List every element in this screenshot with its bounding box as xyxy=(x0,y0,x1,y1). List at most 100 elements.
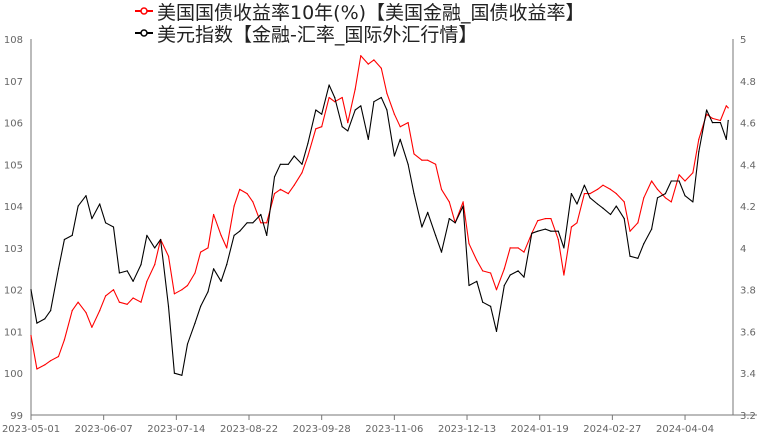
x-tick-label: 2024-02-27 xyxy=(583,424,641,435)
data-point xyxy=(146,280,148,282)
data-point xyxy=(315,128,317,130)
data-point xyxy=(719,122,722,124)
data-point xyxy=(252,201,254,203)
data-point xyxy=(266,222,268,224)
data-point xyxy=(495,330,498,332)
data-point xyxy=(490,272,492,274)
data-point xyxy=(307,155,309,157)
data-point xyxy=(99,310,101,312)
data-point xyxy=(476,280,478,282)
data-point xyxy=(615,205,617,207)
data-point xyxy=(252,222,254,224)
data-point xyxy=(643,243,645,245)
data-point xyxy=(413,153,415,155)
data-point xyxy=(413,193,415,195)
data-point xyxy=(386,92,388,94)
data-point xyxy=(112,226,115,228)
data-point xyxy=(602,184,604,186)
data-point xyxy=(454,222,456,224)
data-point xyxy=(656,188,659,190)
data-point xyxy=(609,188,612,190)
data-point xyxy=(341,126,343,128)
series-line xyxy=(30,55,729,370)
data-point xyxy=(213,213,215,216)
data-point xyxy=(140,264,142,266)
right-y-tick-label: 4.2 xyxy=(740,202,756,213)
data-point xyxy=(293,155,295,157)
data-point xyxy=(220,234,222,236)
data-point xyxy=(440,251,443,253)
data-point xyxy=(629,255,631,257)
data-point xyxy=(266,234,268,236)
data-point xyxy=(523,276,525,278)
data-point xyxy=(373,101,375,103)
data-point xyxy=(260,222,262,224)
x-tick-label: 2023-08-22 xyxy=(220,424,278,435)
data-point xyxy=(71,310,73,312)
left-y-tick-label: 105 xyxy=(4,160,23,171)
data-point xyxy=(118,301,120,303)
data-point xyxy=(36,368,38,370)
data-point xyxy=(30,289,32,291)
data-point xyxy=(226,247,228,249)
data-point xyxy=(260,213,262,216)
data-point xyxy=(623,218,625,220)
data-point xyxy=(126,303,128,305)
data-point xyxy=(706,109,708,111)
left-y-tick-label: 103 xyxy=(4,244,23,255)
legend-item-dollar-index[interactable]: 美元指数【金融-汇率_国际外汇行情】 xyxy=(135,22,655,46)
data-point xyxy=(132,280,134,282)
right-y-tick-label: 4 xyxy=(740,244,746,255)
data-point xyxy=(226,264,228,266)
data-point xyxy=(698,151,700,153)
data-point xyxy=(380,67,382,69)
data-point xyxy=(664,197,667,199)
data-point xyxy=(328,96,330,99)
data-point xyxy=(207,247,209,249)
data-point xyxy=(301,172,303,174)
data-point xyxy=(725,105,727,107)
data-point xyxy=(407,163,409,165)
data-point xyxy=(596,188,599,190)
data-point xyxy=(482,270,484,272)
data-point xyxy=(517,270,519,272)
legend-item-us-10y-yield[interactable]: 美国国债收益率10年(%)【美国金融_国债收益率】 xyxy=(135,0,655,24)
data-point xyxy=(637,257,639,259)
data-point xyxy=(44,364,46,366)
data-point xyxy=(670,201,672,203)
data-point xyxy=(698,138,700,140)
data-point xyxy=(321,126,323,128)
right-y-tick-label: 4.4 xyxy=(740,160,756,171)
data-point xyxy=(301,163,303,165)
x-tick-label: 2023-07-14 xyxy=(147,424,205,435)
x-tick-label: 2024-01-19 xyxy=(511,424,569,435)
left-y-tick-label: 99 xyxy=(10,411,23,422)
data-point xyxy=(509,247,511,249)
data-point xyxy=(629,230,631,232)
data-point xyxy=(421,159,423,161)
data-point xyxy=(576,203,578,205)
data-point xyxy=(44,318,46,320)
legend-label: 美元指数【金融-汇率_国际外汇行情】 xyxy=(157,23,478,46)
black-line-marker-icon xyxy=(135,29,153,37)
data-point xyxy=(523,251,525,253)
data-point xyxy=(711,122,714,124)
data-point xyxy=(118,272,120,274)
series-dollar-index xyxy=(30,84,729,376)
data-point xyxy=(399,126,401,128)
data-point xyxy=(173,293,175,295)
data-point xyxy=(490,305,492,307)
data-point xyxy=(194,322,196,324)
data-point xyxy=(315,109,317,111)
data-point xyxy=(435,163,437,165)
data-point xyxy=(670,180,672,182)
data-point xyxy=(287,163,289,165)
data-point xyxy=(563,247,565,249)
left-y-tick-label: 102 xyxy=(4,286,23,297)
data-point xyxy=(596,203,599,205)
data-point xyxy=(495,289,498,291)
data-point xyxy=(435,234,437,236)
data-point xyxy=(727,107,729,109)
data-point xyxy=(651,180,653,182)
data-point xyxy=(105,222,107,224)
